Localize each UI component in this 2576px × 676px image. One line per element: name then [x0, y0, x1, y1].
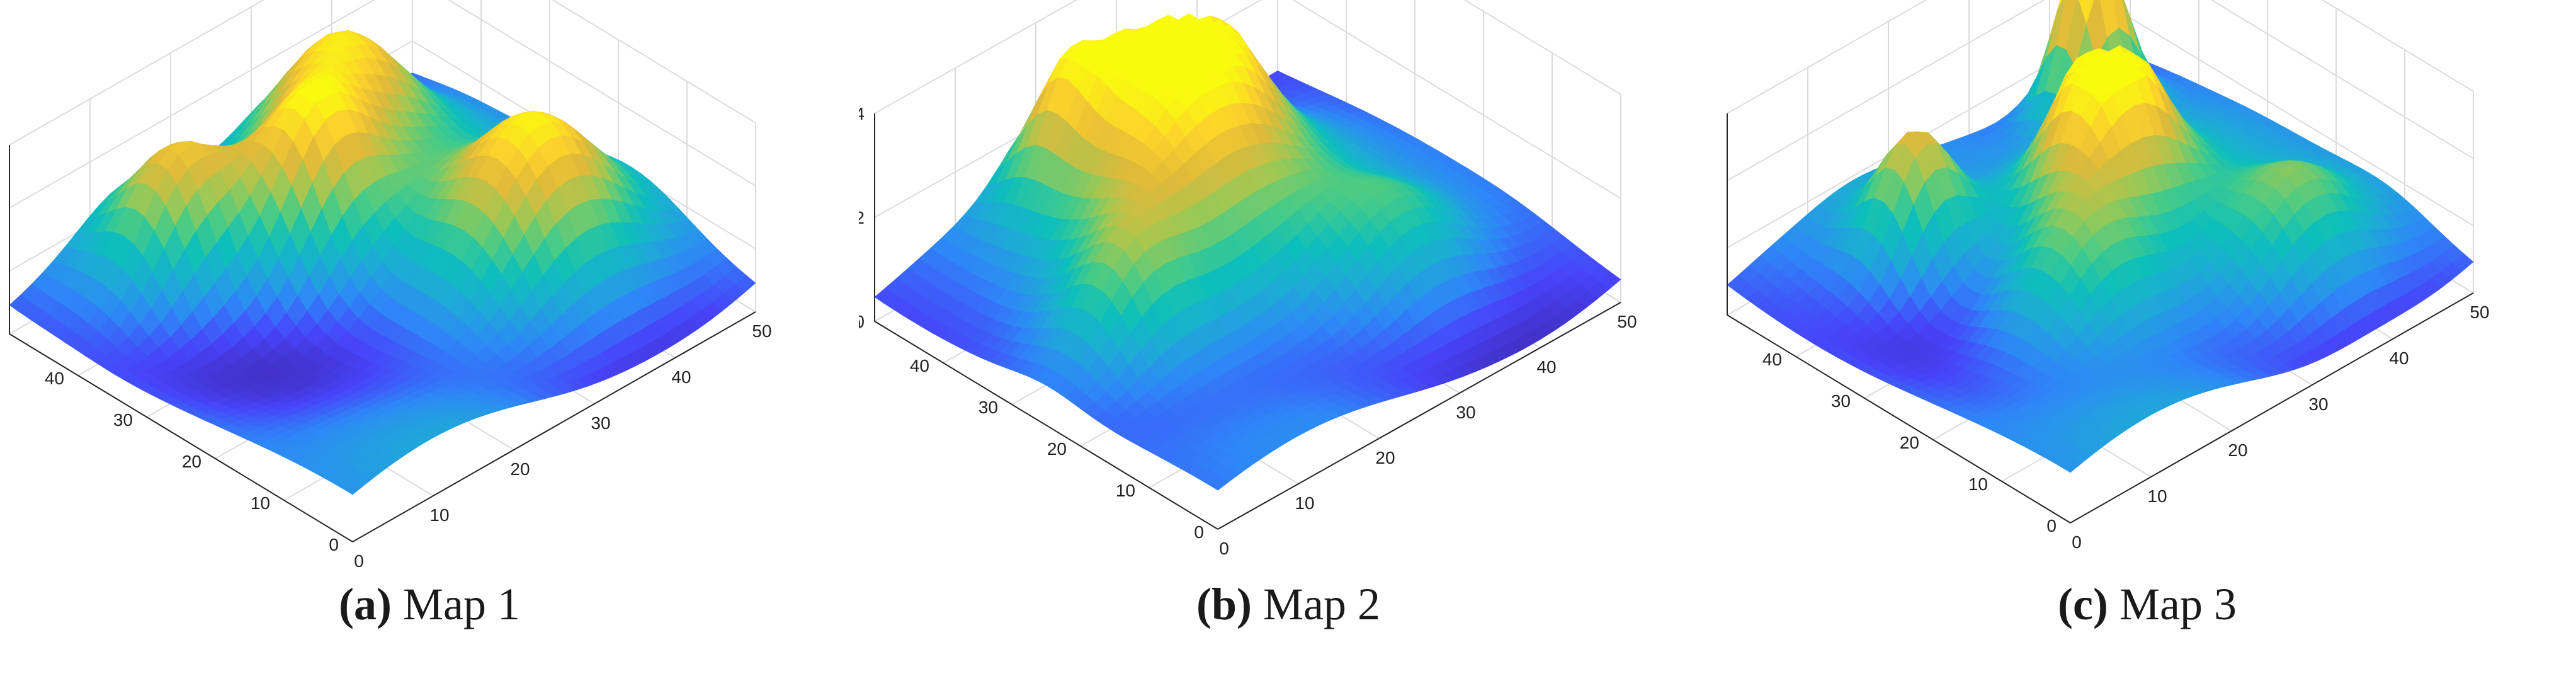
x-tick-label: 40: [671, 367, 691, 387]
y-tick-label: 40: [45, 369, 64, 388]
y-tick-label: 10: [1116, 481, 1135, 500]
x-tick-label: 10: [2147, 486, 2167, 506]
caption-label: (b): [1196, 579, 1252, 629]
x-tick-label: 50: [1617, 312, 1637, 331]
caption-map-3: (c) Map 3: [1718, 578, 2576, 631]
surface: [1727, 0, 2474, 473]
x-tick-label: 40: [1536, 357, 1556, 377]
x-axis: [1217, 302, 1621, 530]
y-tick-label: 10: [251, 493, 270, 513]
surface-plot-map-2: 0102030405001020304050024: [859, 0, 1637, 558]
y-tick-label: 20: [1047, 439, 1067, 459]
caption-title: Map 1: [402, 579, 520, 629]
x-tick-label: 0: [2072, 532, 2082, 552]
x-tick-label: 0: [1219, 539, 1229, 558]
y-tick-label: 10: [1968, 474, 1988, 494]
x-tick-label: 50: [752, 321, 771, 341]
surface-cell: [2058, 0, 2062, 8]
y-tick-label: 20: [1900, 433, 1919, 452]
x-tick-label: 30: [1456, 403, 1475, 422]
caption-title: Map 2: [1263, 579, 1380, 629]
y-tick-label: 0: [2046, 516, 2057, 536]
y-tick-label: 0: [1194, 522, 1204, 542]
y-tick-label: 30: [113, 410, 133, 430]
x-tick-label: 10: [429, 505, 449, 525]
x-tick-label: 50: [2470, 302, 2489, 322]
y-axis: [874, 321, 1218, 530]
axes: 01020304050010203040500123: [9, 145, 772, 567]
panel-map-3: 01020304050010203040500123 (c) Map 3: [1718, 0, 2576, 676]
surface-plot-map-1: 01020304050010203040500123: [9, 0, 772, 567]
caption-label: (a): [339, 579, 392, 629]
caption-title: Map 3: [2119, 579, 2237, 629]
surface-plot-map-3: 01020304050010203040500123: [1727, 0, 2490, 552]
x-tick-label: 40: [2389, 348, 2409, 368]
axes: 01020304050010203040500123: [1727, 113, 2490, 552]
x-axis: [2070, 292, 2474, 524]
x-tick-label: 30: [2308, 394, 2328, 414]
y-axis: [1727, 314, 2071, 524]
x-tick-label: 20: [510, 459, 530, 479]
z-tick-label: 2: [859, 208, 865, 227]
x-tick-label: 10: [1295, 493, 1314, 513]
panel-map-1: 01020304050010203040500123 (a) Map 1: [0, 0, 859, 676]
y-tick-label: 30: [1831, 391, 1851, 411]
axes: 0102030405001020304050024: [859, 104, 1637, 558]
y-tick-label: 40: [910, 356, 929, 375]
surface-cell: [1599, 272, 1621, 289]
caption-map-2: (b) Map 2: [859, 578, 1718, 631]
caption-label: (c): [2058, 579, 2108, 629]
y-tick-label: 0: [329, 535, 339, 554]
y-tick-label: 20: [182, 452, 201, 471]
surface-cell: [2452, 253, 2474, 272]
surface: [9, 30, 756, 495]
x-axis: [352, 311, 756, 542]
surface: [874, 13, 1621, 491]
panel-map-2: 0102030405001020304050024 (b) Map 2: [859, 0, 1718, 676]
x-tick-label: 0: [354, 551, 364, 567]
x-tick-label: 30: [591, 413, 610, 433]
y-axis: [9, 333, 353, 542]
z-tick-label: 4: [859, 104, 865, 123]
y-tick-label: 40: [1762, 350, 1782, 369]
y-tick-label: 50: [859, 314, 861, 334]
x-tick-label: 20: [1375, 448, 1395, 467]
caption-map-1: (a) Map 1: [0, 578, 859, 631]
y-tick-label: 30: [979, 398, 998, 417]
surface-cell: [734, 275, 756, 293]
x-tick-label: 20: [2228, 440, 2247, 460]
z-tick-label: 0: [859, 312, 865, 331]
